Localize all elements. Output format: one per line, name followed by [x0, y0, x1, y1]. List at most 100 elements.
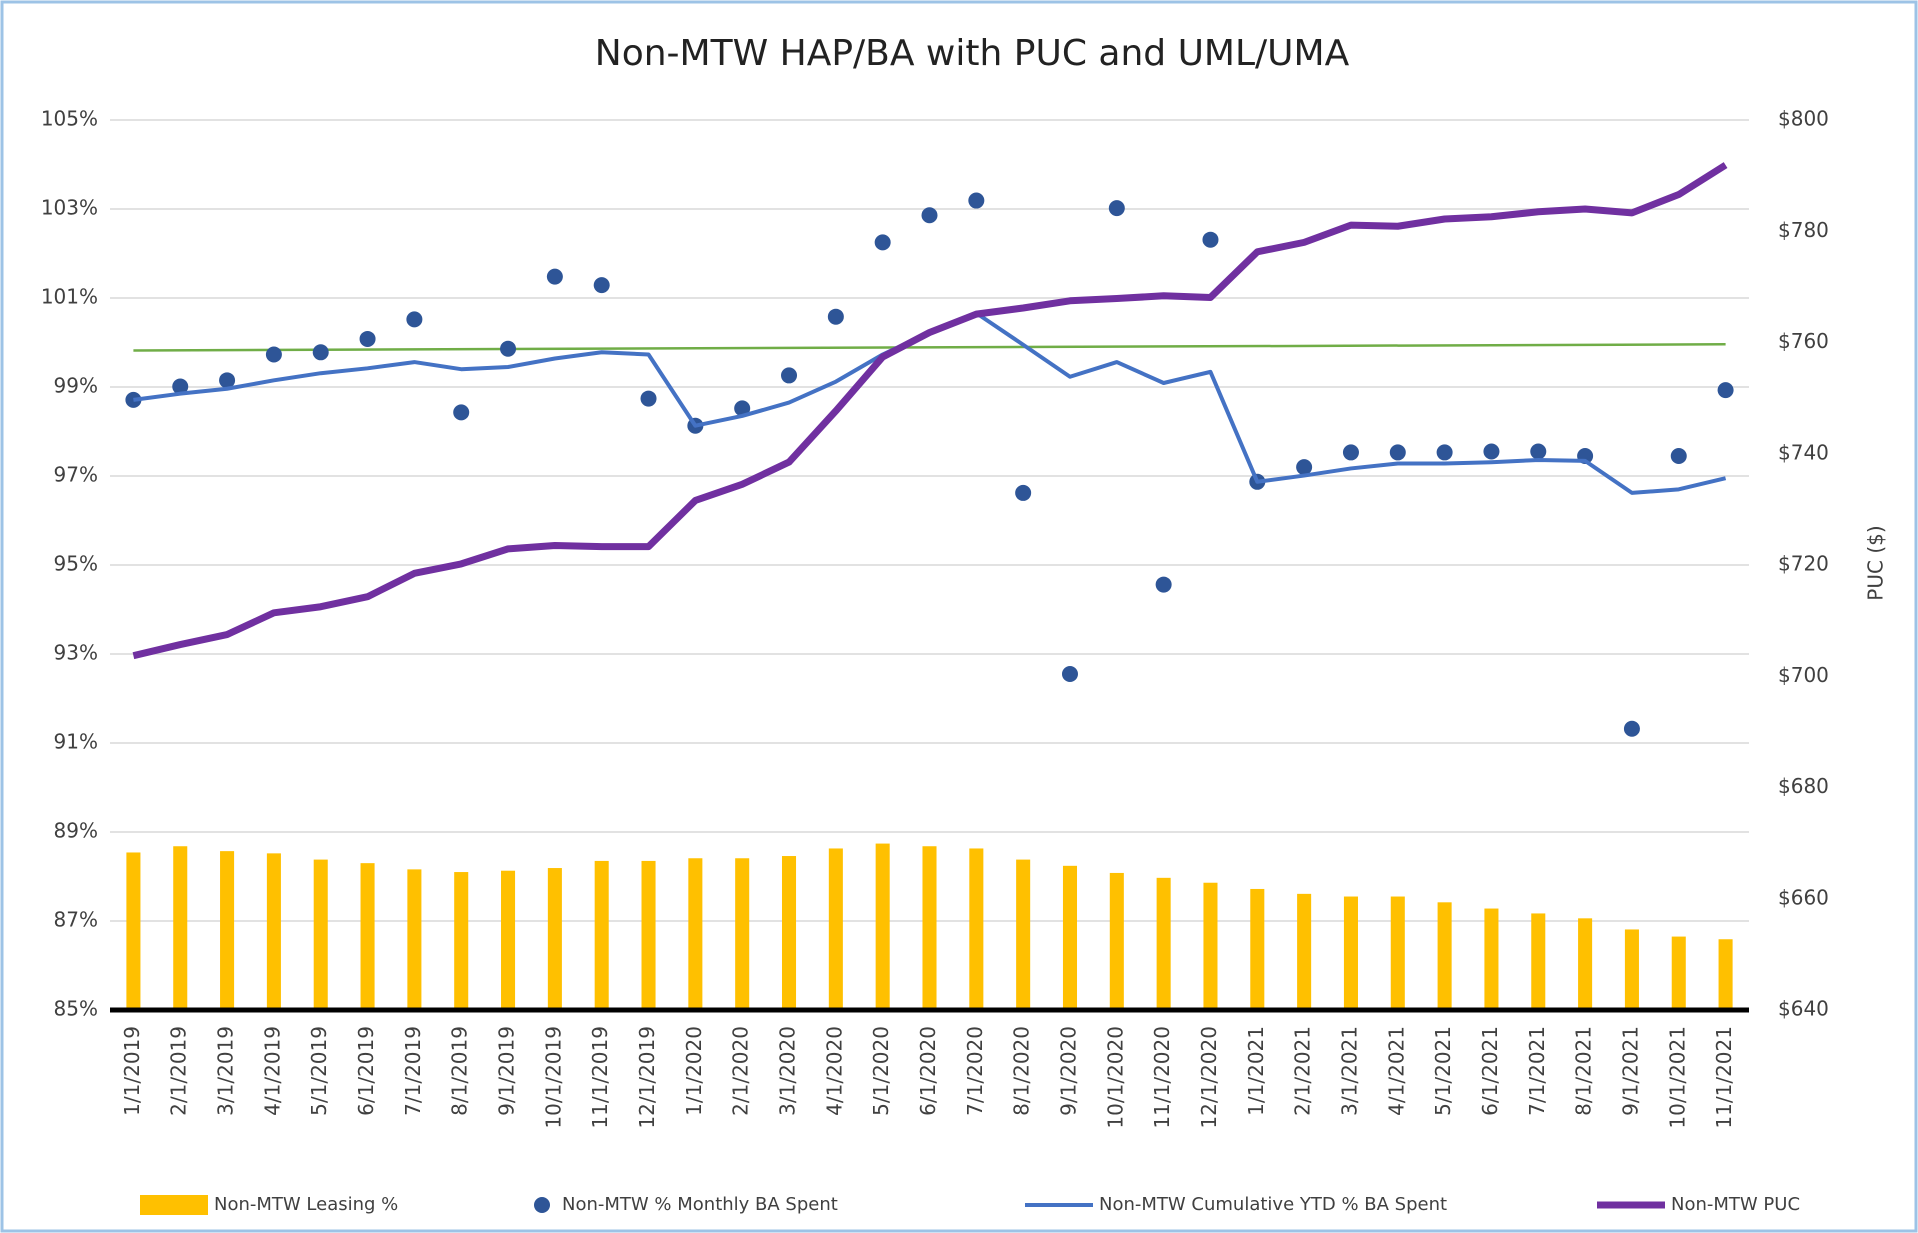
x-tick-label: 11/1/2021	[1712, 1026, 1736, 1129]
x-tick-label: 8/1/2021	[1572, 1026, 1596, 1116]
bar	[407, 869, 422, 1010]
bar	[1203, 882, 1218, 1010]
bar	[266, 853, 281, 1010]
dot	[921, 207, 938, 224]
dot	[1015, 484, 1032, 501]
dot	[874, 234, 891, 251]
dot	[500, 340, 517, 357]
x-tick-label: 5/1/2019	[307, 1026, 331, 1116]
x-tick-label: 1/1/2020	[682, 1026, 706, 1116]
bar	[1109, 872, 1124, 1010]
dot	[593, 277, 610, 294]
x-tick-label: 10/1/2021	[1665, 1026, 1689, 1129]
x-tick-label: 1/1/2021	[1244, 1026, 1268, 1116]
dot	[1483, 443, 1500, 460]
y2-tick-label: $740	[1778, 440, 1829, 464]
legend-label: Non-MTW PUC	[1671, 1194, 1800, 1215]
dot	[1436, 444, 1453, 461]
bar	[735, 858, 750, 1010]
bar	[922, 846, 937, 1010]
dot	[406, 311, 423, 328]
x-tick-label: 11/1/2020	[1150, 1026, 1174, 1129]
bar	[1531, 913, 1546, 1010]
dot	[265, 346, 282, 363]
x-tick-label: 10/1/2020	[1103, 1026, 1127, 1129]
dot	[1061, 666, 1078, 683]
y2-tick-label: $800	[1778, 107, 1829, 131]
bar	[547, 868, 562, 1010]
y2-axis-label: PUC ($)	[1864, 525, 1888, 600]
y-tick-label: 87%	[54, 908, 98, 932]
chart-title: Non-MTW HAP/BA with PUC and UML/UMA	[595, 33, 1350, 74]
bar	[220, 851, 235, 1010]
dot	[219, 372, 236, 389]
bar	[173, 846, 188, 1010]
legend-label: Non-MTW % Monthly BA Spent	[562, 1194, 838, 1215]
dot	[1623, 720, 1640, 737]
x-tick-label: 2/1/2019	[167, 1026, 191, 1116]
bar	[1671, 936, 1686, 1010]
bar	[1062, 865, 1078, 1010]
x-tick-label: 2/1/2020	[729, 1026, 753, 1116]
x-tick-label: 11/1/2019	[588, 1026, 612, 1129]
y2-tick-label: $720	[1778, 552, 1829, 576]
x-tick-label: 2/1/2021	[1291, 1026, 1315, 1116]
x-tick-label: 12/1/2020	[1197, 1026, 1221, 1129]
dot	[1108, 200, 1125, 217]
dot	[1670, 447, 1687, 464]
bar	[594, 860, 609, 1010]
y-tick-label: 85%	[54, 997, 98, 1021]
y-tick-label: 105%	[41, 107, 98, 131]
bar	[501, 870, 516, 1010]
bar	[313, 859, 328, 1010]
reference-line	[133, 343, 1726, 352]
x-tick-label: 10/1/2019	[541, 1026, 565, 1129]
bar	[454, 872, 469, 1010]
dot	[781, 367, 798, 384]
y2-tick-label: $780	[1778, 218, 1829, 242]
x-tick-label: 6/1/2020	[916, 1026, 940, 1116]
y2-tick-label: $640	[1778, 997, 1829, 1021]
x-tick-label: 8/1/2020	[1010, 1026, 1034, 1116]
bar	[1297, 893, 1312, 1010]
dot	[172, 378, 189, 395]
bar	[688, 858, 703, 1010]
bar	[1578, 918, 1593, 1010]
dot	[359, 330, 376, 347]
y-tick-label: 97%	[54, 463, 98, 487]
bar	[360, 863, 375, 1010]
dot	[1717, 382, 1734, 399]
x-tick-label: 12/1/2019	[635, 1026, 659, 1129]
dot	[1530, 443, 1547, 460]
line	[132, 162, 1728, 660]
dot	[1202, 231, 1219, 248]
x-tick-label: 4/1/2021	[1384, 1026, 1408, 1116]
bar	[1016, 859, 1031, 1010]
bar	[1718, 939, 1733, 1010]
bar	[1343, 896, 1358, 1010]
bar	[1156, 877, 1171, 1010]
dot	[453, 404, 470, 421]
x-tick-label: 3/1/2021	[1337, 1026, 1361, 1116]
x-tick-label: 9/1/2020	[1056, 1026, 1080, 1116]
x-tick-label: 3/1/2019	[214, 1026, 238, 1116]
y2-tick-label: $760	[1778, 329, 1829, 353]
dot	[1342, 444, 1359, 461]
x-tick-label: 7/1/2020	[963, 1026, 987, 1116]
bar	[781, 856, 797, 1010]
y-tick-label: 95%	[54, 552, 98, 576]
x-tick-label: 4/1/2019	[260, 1026, 284, 1116]
dot	[546, 268, 563, 285]
bar	[969, 848, 984, 1010]
bar	[828, 848, 843, 1010]
dot	[312, 344, 329, 361]
y-tick-label: 101%	[41, 285, 98, 309]
x-tick-label: 7/1/2019	[401, 1026, 425, 1116]
x-tick-label: 8/1/2019	[448, 1026, 472, 1116]
dot	[640, 390, 657, 407]
legend-label: Non-MTW Leasing %	[214, 1194, 398, 1215]
dot	[1296, 459, 1313, 476]
bar	[1437, 902, 1452, 1010]
x-tick-label: 9/1/2019	[495, 1026, 519, 1116]
